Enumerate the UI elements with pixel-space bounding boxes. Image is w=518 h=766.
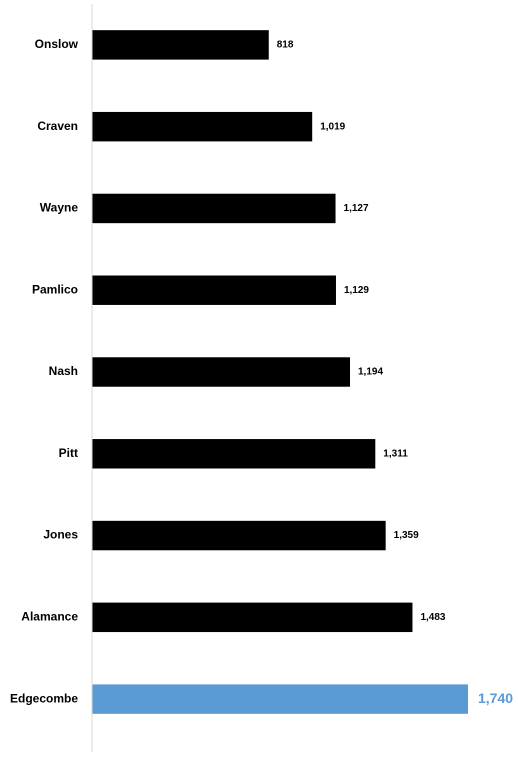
category-label-wayne: Wayne — [40, 201, 79, 215]
category-label-nash: Nash — [49, 364, 78, 378]
category-label-craven: Craven — [37, 119, 78, 133]
labels-layer: Onslow 818 Craven 1,019 Wayne 1,127 Pamlico 1,1… — [10, 37, 513, 706]
value-label-jones: 1,359 — [394, 530, 419, 541]
value-label-craven: 1,019 — [320, 121, 345, 132]
bar-wayne — [92, 193, 336, 224]
category-label-onslow: Onslow — [35, 37, 79, 51]
bar-jones — [92, 520, 386, 551]
value-label-pitt: 1,311 — [383, 448, 408, 459]
category-label-jones: Jones — [43, 528, 78, 542]
value-label-wayne: 1,127 — [344, 203, 369, 214]
value-label-alamance: 1,483 — [420, 612, 445, 623]
category-label-edgecombe: Edgecombe — [10, 691, 78, 705]
value-label-nash: 1,194 — [358, 367, 383, 378]
value-label-edgecombe: 1,740 — [478, 690, 513, 706]
category-label-pamlico: Pamlico — [32, 282, 78, 296]
bar-pitt — [92, 439, 376, 469]
value-label-onslow: 818 — [277, 40, 294, 51]
bar-onslow — [92, 30, 269, 60]
bar-edgecombe — [92, 684, 468, 714]
bar-pamlico — [92, 275, 336, 305]
bars-layer — [92, 30, 468, 714]
category-label-alamance: Alamance — [21, 610, 78, 624]
bar-nash — [92, 357, 351, 387]
bar-craven — [92, 111, 313, 142]
category-label-pitt: Pitt — [59, 446, 78, 460]
bar-alamance — [92, 602, 413, 633]
value-label-pamlico: 1,129 — [344, 285, 369, 296]
